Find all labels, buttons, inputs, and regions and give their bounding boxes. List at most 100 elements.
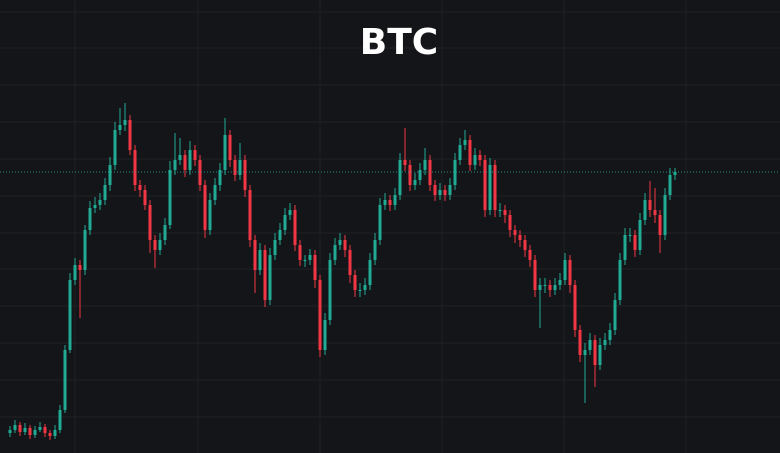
candle-body [198,160,202,185]
candle-body [573,285,577,330]
candle-body [483,160,487,210]
candle-body [153,240,157,250]
candle-body [183,155,187,170]
candle-body [283,215,287,230]
candle-body [673,172,677,175]
candle-body [73,265,77,280]
candle-body [603,340,607,345]
candle-body [548,285,552,290]
candle-body [308,255,312,260]
candle-body [413,180,417,185]
candle-body [338,240,342,245]
candle-body [138,185,142,190]
candle-body [238,160,242,175]
candle-body [443,190,447,195]
candle-body [63,350,67,410]
candle-body [293,210,297,245]
candle-body [538,285,542,290]
candle-body [553,285,557,290]
candle-body [298,245,302,260]
candle-body [148,205,152,240]
candle-body [558,280,562,285]
candle-body [588,340,592,350]
candles [0,103,780,440]
candle-body [43,427,47,433]
candle-body [358,290,362,291]
candle-body [173,160,177,170]
candle-body [508,215,512,230]
candle-body [633,235,637,250]
candle-body [583,350,587,355]
candle-body [158,240,162,250]
candle-body [518,235,522,240]
candle-body [593,340,597,365]
candle-body [243,160,247,190]
candle-body [188,150,192,170]
chart-title: BTC [360,22,438,63]
candle-body [423,160,427,170]
candle-body [523,240,527,250]
candle-body [118,125,122,130]
candle-body [103,185,107,200]
candle-body [113,130,117,165]
candle-body [218,170,222,185]
candle-body [268,255,272,300]
candle-body [53,430,57,436]
candle-body [263,250,267,300]
candle-body [8,430,12,433]
candle-body [473,155,477,165]
candle-body [203,185,207,230]
candle-body [418,170,422,180]
candle-body [468,140,472,165]
candle-body [653,210,657,215]
candle-body [363,285,367,290]
candle-body [388,200,392,205]
candle-body [393,195,397,205]
candle-body [248,190,252,240]
candle-body [168,170,172,225]
candle-body [403,160,407,165]
candle-body [228,135,232,160]
candle-body [608,330,612,340]
candle-body [638,220,642,250]
candle-body [88,208,92,230]
candle-body [568,260,572,285]
candle-body [643,200,647,220]
candle-body [83,230,87,270]
candle-body [163,225,167,240]
candle-body [493,165,497,210]
candle-body [123,120,127,125]
candle-body [408,165,412,185]
candle-body [378,205,382,240]
candle-body [383,200,387,205]
candle-body [488,165,492,210]
candle-body [533,260,537,290]
candle-body [78,265,82,270]
candle-body [253,240,257,270]
candle-body [663,195,667,235]
candle-body [68,280,72,350]
candle-body [58,410,62,430]
candle-body [353,275,357,290]
candle-body [328,260,332,320]
candle-body [453,160,457,185]
candle-body [668,175,672,195]
candle-body [333,245,337,260]
candle-body [433,185,437,195]
candle-body [108,165,112,185]
candle-body [623,235,627,260]
candle-body [463,140,467,145]
candle-body [598,345,602,365]
candle-body [93,205,97,208]
candle-body [193,150,197,160]
candle-body [348,250,352,275]
candle-body [258,250,262,270]
candle-body [498,210,502,211]
candle-body [33,430,37,435]
candle-body [98,200,102,205]
candle-body [658,215,662,235]
candle-body [143,190,147,205]
candle-body [503,210,507,215]
